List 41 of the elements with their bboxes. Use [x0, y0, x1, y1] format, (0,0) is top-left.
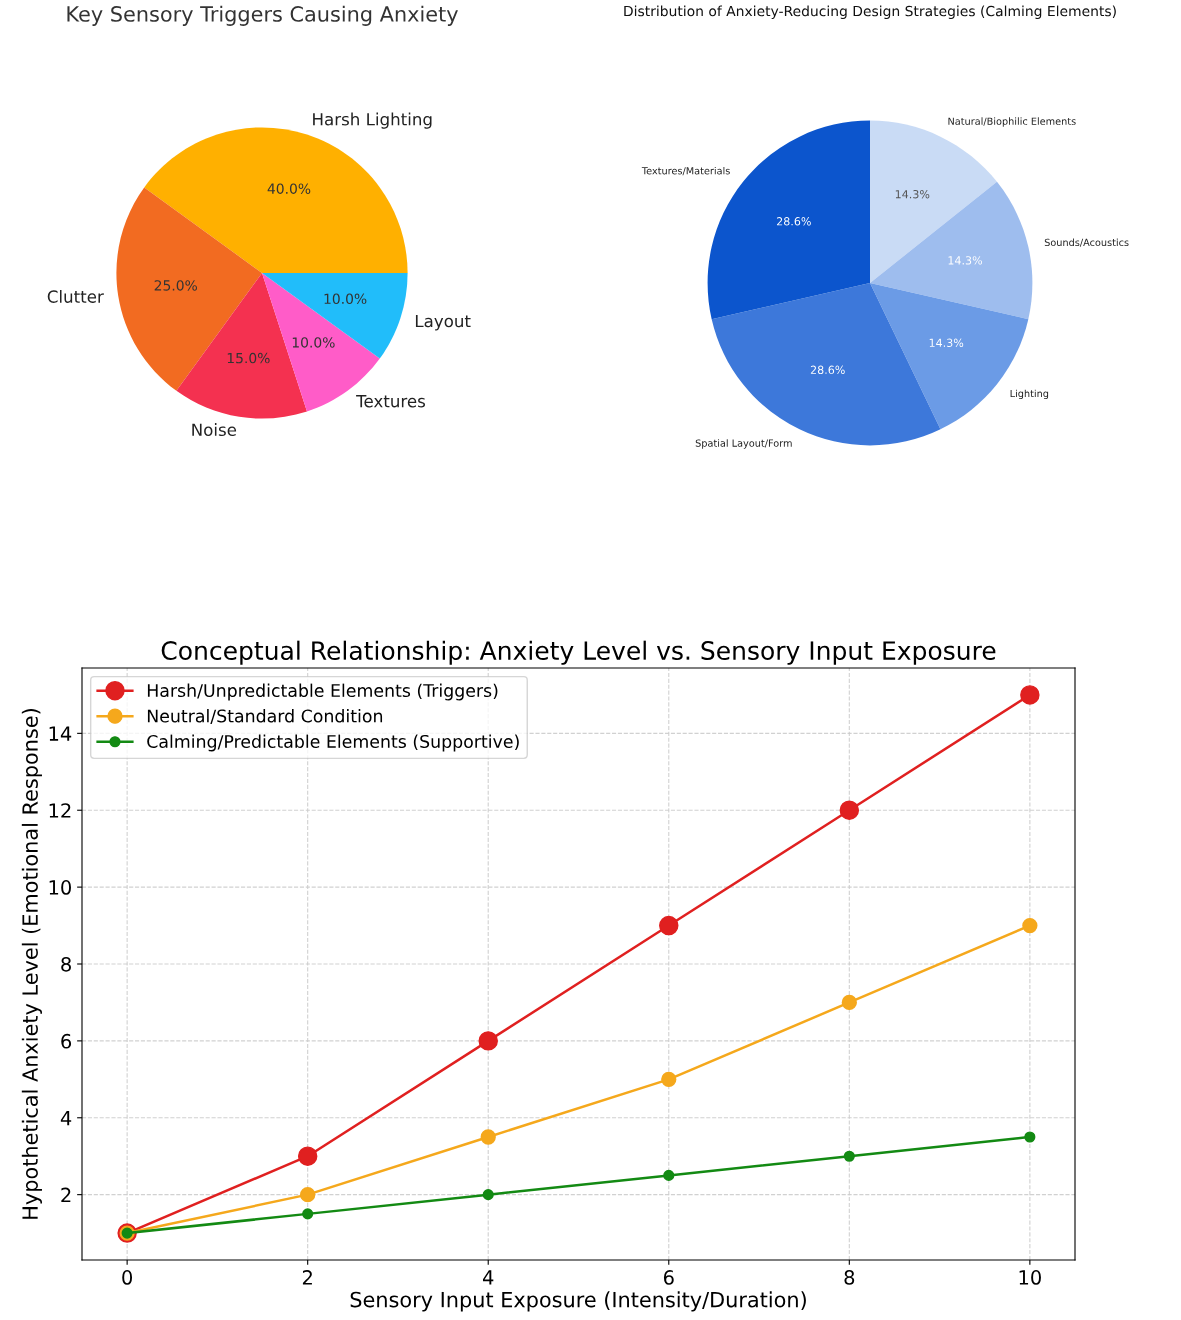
slice-label: Textures [356, 395, 426, 408]
data-label: 14.3% [895, 190, 930, 199]
slice-label: Spatial Layout/Form [695, 439, 792, 449]
legend-label: Harsh/Unpredictable Elements (Triggers) [147, 683, 498, 701]
data-label: 25.0% [154, 280, 198, 291]
y-tick-label: 6 [61, 1033, 72, 1049]
x-axis-title: Sensory Input Exposure (Intensity/Duration) [350, 1291, 806, 1312]
y-tick-label: 8 [61, 956, 71, 972]
x-tick-label: 8 [844, 1270, 855, 1285]
legend-label: Neutral/Standard Condition [147, 709, 383, 724]
x-tick-label: 4 [482, 1270, 494, 1285]
data-label: 10.0% [292, 337, 335, 348]
slice-label: Natural/Biophilic Elements [948, 117, 1076, 127]
y-tick-label: 4 [60, 1110, 72, 1126]
data-label: 14.3% [948, 256, 983, 265]
chart-title: Distribution of Anxiety-Reducing Design Strategies (Calming Elements) [624, 5, 1116, 19]
slice-label: Lighting [1010, 389, 1049, 400]
data-label: 15.0% [227, 352, 270, 364]
data-label: 40.0% [267, 183, 311, 194]
y-tick-label: 12 [49, 803, 71, 818]
y-tick-label: 2 [61, 1187, 71, 1203]
slice-label: Noise [192, 423, 237, 437]
data-label: 14.3% [929, 338, 964, 347]
slice-label: Sounds/Acoustics [1044, 238, 1129, 247]
chart-title: Conceptual Relationship: Anxiety Level vs. Sensory Input Exposure [161, 640, 996, 665]
y-tick-label: 14 [49, 726, 72, 741]
data-label: 10.0% [324, 293, 367, 305]
slice-label: Textures/Materials [641, 166, 730, 176]
slice-label: Harsh Lighting [313, 112, 432, 129]
x-tick-label: 0 [122, 1270, 133, 1285]
chart-title: Key Sensory Triggers Causing Anxiety [67, 5, 458, 26]
x-tick-label: 10 [1019, 1270, 1041, 1285]
slice-label: Clutter [47, 289, 104, 303]
slice-label: Layout [415, 314, 471, 331]
data-label: 28.6% [810, 365, 845, 375]
y-axis-title: Hypothetical Anxiety Level (Emotional Response) [21, 709, 42, 1219]
legend-label: Calming/Predictable Elements (Supportive) [147, 734, 519, 752]
y-tick-label: 10 [49, 880, 71, 895]
data-label: 28.6% [776, 217, 811, 226]
x-tick-label: 6 [663, 1270, 674, 1285]
x-tick-label: 2 [302, 1270, 312, 1285]
